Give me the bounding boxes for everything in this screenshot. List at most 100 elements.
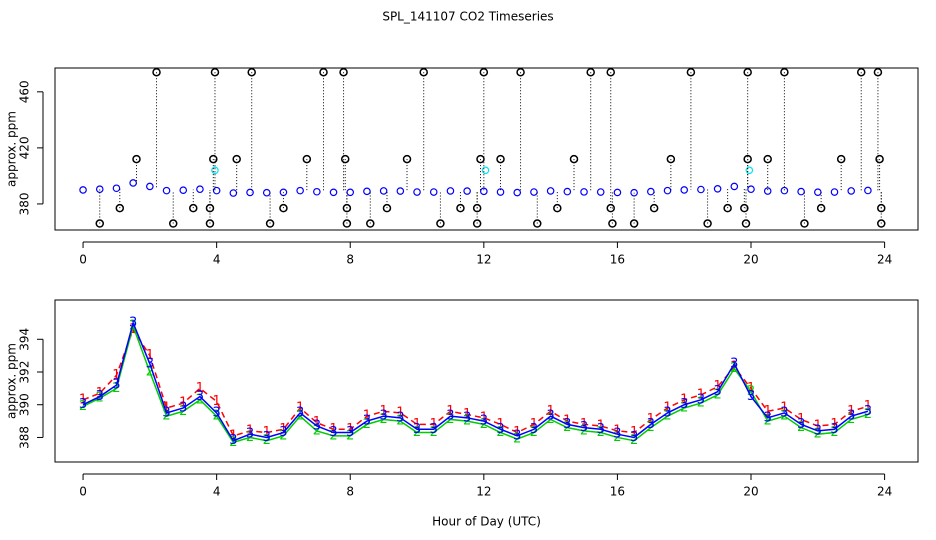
point-marker: 2 [146, 365, 154, 380]
point [363, 187, 371, 196]
point-marker: 3 [713, 384, 721, 399]
point [168, 219, 178, 228]
point [730, 182, 739, 191]
point-marker: 3 [296, 405, 304, 420]
point [247, 67, 256, 77]
point-marker: 3 [162, 405, 170, 420]
point [402, 154, 412, 164]
point-marker: 3 [263, 430, 271, 445]
point [481, 166, 490, 175]
point [436, 219, 445, 228]
point [686, 67, 696, 77]
point-marker: 2 [229, 435, 237, 450]
point-marker: 3 [213, 405, 221, 420]
point [212, 186, 221, 195]
point-marker: 3 [580, 420, 588, 435]
point-marker: 1 [196, 381, 204, 396]
point-marker: 1 [480, 410, 488, 425]
point-marker: 1 [797, 412, 805, 427]
x-tick-label: 20 [743, 253, 758, 267]
point-marker: 2 [647, 420, 655, 435]
point [513, 188, 522, 197]
point-marker: 3 [613, 427, 621, 442]
point-marker: 3 [597, 422, 605, 437]
point-marker: 1 [413, 417, 421, 432]
y-tick-label: 390 [18, 393, 32, 416]
point-marker: 2 [446, 412, 454, 427]
point [816, 203, 826, 213]
point-marker: 1 [814, 419, 822, 434]
point-marker: 2 [463, 414, 471, 429]
point [723, 203, 732, 213]
point-marker: 1 [396, 405, 404, 420]
point-marker: 3 [780, 405, 788, 420]
series-line [82, 323, 869, 444]
point [797, 187, 805, 196]
x-tick-label: 8 [346, 253, 354, 267]
point-marker: 2 [413, 425, 421, 440]
point [463, 187, 471, 195]
point-marker: 1 [730, 360, 738, 375]
point [196, 185, 204, 194]
point-marker: 1 [279, 422, 287, 437]
point [429, 188, 438, 196]
point-marker: 1 [363, 409, 371, 424]
point [747, 185, 755, 194]
point-marker: 1 [613, 423, 621, 438]
point [339, 67, 348, 77]
point-marker: 1 [329, 422, 337, 437]
point [606, 203, 615, 213]
point-marker: 2 [179, 404, 187, 419]
point-marker: 2 [780, 409, 788, 424]
point-marker: 1 [747, 381, 755, 396]
point-marker: 2 [379, 412, 387, 427]
point [873, 67, 883, 77]
point-marker: 2 [847, 412, 855, 427]
point [836, 154, 846, 164]
point-marker: 1 [530, 417, 538, 432]
point-marker: 3 [647, 417, 655, 432]
point [132, 154, 141, 164]
point-marker: 3 [129, 315, 137, 330]
point [877, 219, 886, 228]
point-marker: 3 [179, 401, 187, 416]
point [456, 203, 465, 213]
point [302, 154, 312, 164]
point-marker: 2 [713, 387, 721, 402]
chart-title: SPL_141107 CO2 Timeseries [382, 10, 553, 24]
point-marker: 3 [313, 419, 321, 434]
point [864, 186, 872, 195]
point-marker: 2 [213, 409, 221, 424]
x-tick-label: 0 [79, 253, 87, 267]
point [741, 219, 751, 228]
point-marker: 2 [814, 427, 822, 442]
point-marker: 2 [530, 425, 538, 440]
point [553, 203, 562, 213]
point [112, 184, 121, 193]
point-marker: 2 [697, 396, 705, 411]
point [516, 67, 525, 77]
point [606, 67, 615, 77]
point [613, 188, 622, 197]
point [129, 179, 137, 187]
point-marker: 1 [630, 425, 638, 440]
point [179, 186, 188, 195]
x-tick-label: 4 [213, 485, 221, 499]
point-marker: 3 [814, 423, 822, 438]
point-marker: 1 [79, 392, 87, 407]
point-marker: 1 [830, 417, 838, 432]
point-marker: 2 [563, 420, 571, 435]
point-marker: 1 [597, 419, 605, 434]
point [580, 188, 588, 196]
x-tick-label: 20 [743, 485, 758, 499]
point-marker: 1 [546, 404, 554, 419]
point-marker: 1 [446, 404, 454, 419]
x-tick-label: 12 [476, 253, 491, 267]
point-marker: 1 [129, 322, 137, 337]
point-marker: 1 [213, 394, 221, 409]
y-tick-label: 394 [18, 328, 32, 351]
point [246, 188, 254, 197]
point-marker: 1 [112, 368, 120, 383]
point-marker: 2 [313, 423, 321, 438]
point [763, 187, 772, 195]
